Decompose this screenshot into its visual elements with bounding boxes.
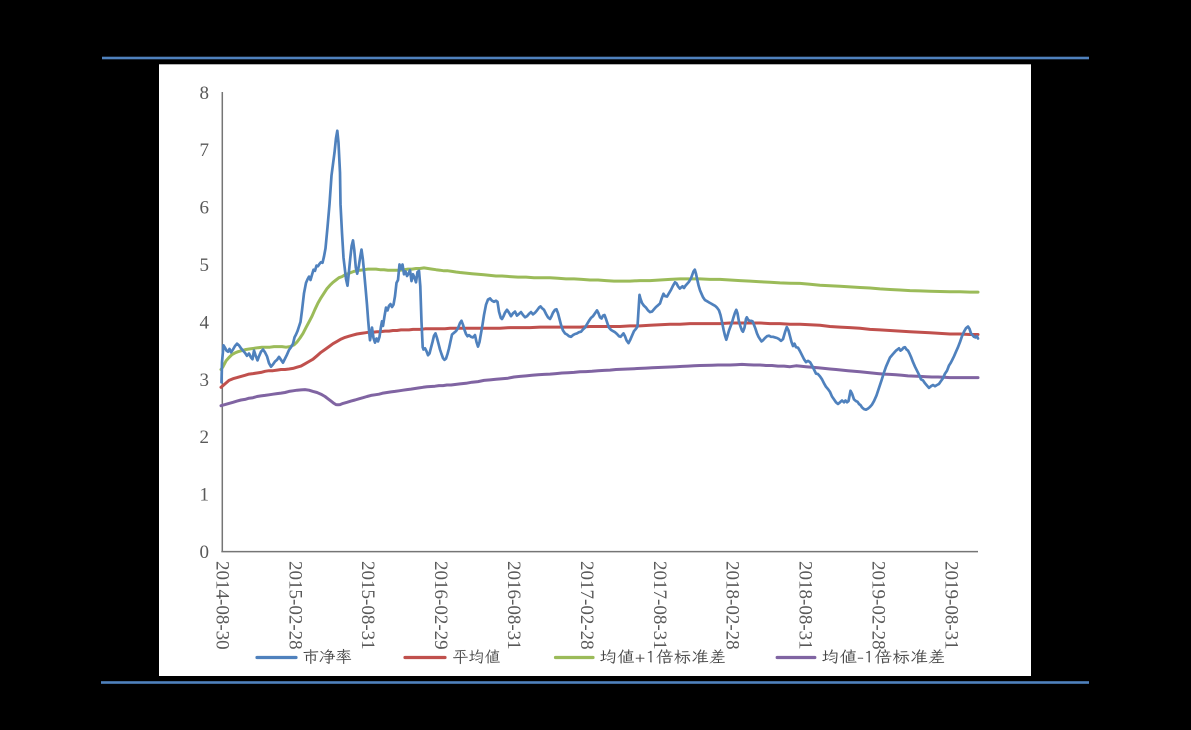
svg-text:2015-08-31: 2015-08-31 [357, 561, 378, 650]
svg-text:2015-02-28: 2015-02-28 [284, 561, 305, 650]
svg-text:2018-08-31: 2018-08-31 [795, 561, 816, 650]
svg-text:2018-02-28: 2018-02-28 [722, 561, 743, 650]
svg-text:8: 8 [200, 83, 210, 104]
svg-text:3: 3 [200, 370, 210, 391]
svg-text:2016-08-31: 2016-08-31 [503, 561, 524, 650]
svg-text:0: 0 [200, 542, 210, 563]
svg-text:2014-08-30: 2014-08-30 [211, 561, 232, 650]
svg-text:2017-02-28: 2017-02-28 [576, 561, 597, 650]
svg-text:2017-08-31: 2017-08-31 [649, 561, 670, 650]
svg-text:2: 2 [200, 427, 210, 448]
svg-text:4: 4 [200, 312, 210, 333]
svg-text:2019-08-31: 2019-08-31 [940, 561, 961, 650]
svg-text:1: 1 [200, 485, 210, 506]
svg-text:7: 7 [200, 140, 210, 161]
svg-text:2019-02-28: 2019-02-28 [868, 561, 889, 650]
svg-text:6: 6 [200, 198, 210, 219]
svg-text:5: 5 [200, 255, 210, 276]
svg-text:2016-02-29: 2016-02-29 [430, 561, 451, 650]
